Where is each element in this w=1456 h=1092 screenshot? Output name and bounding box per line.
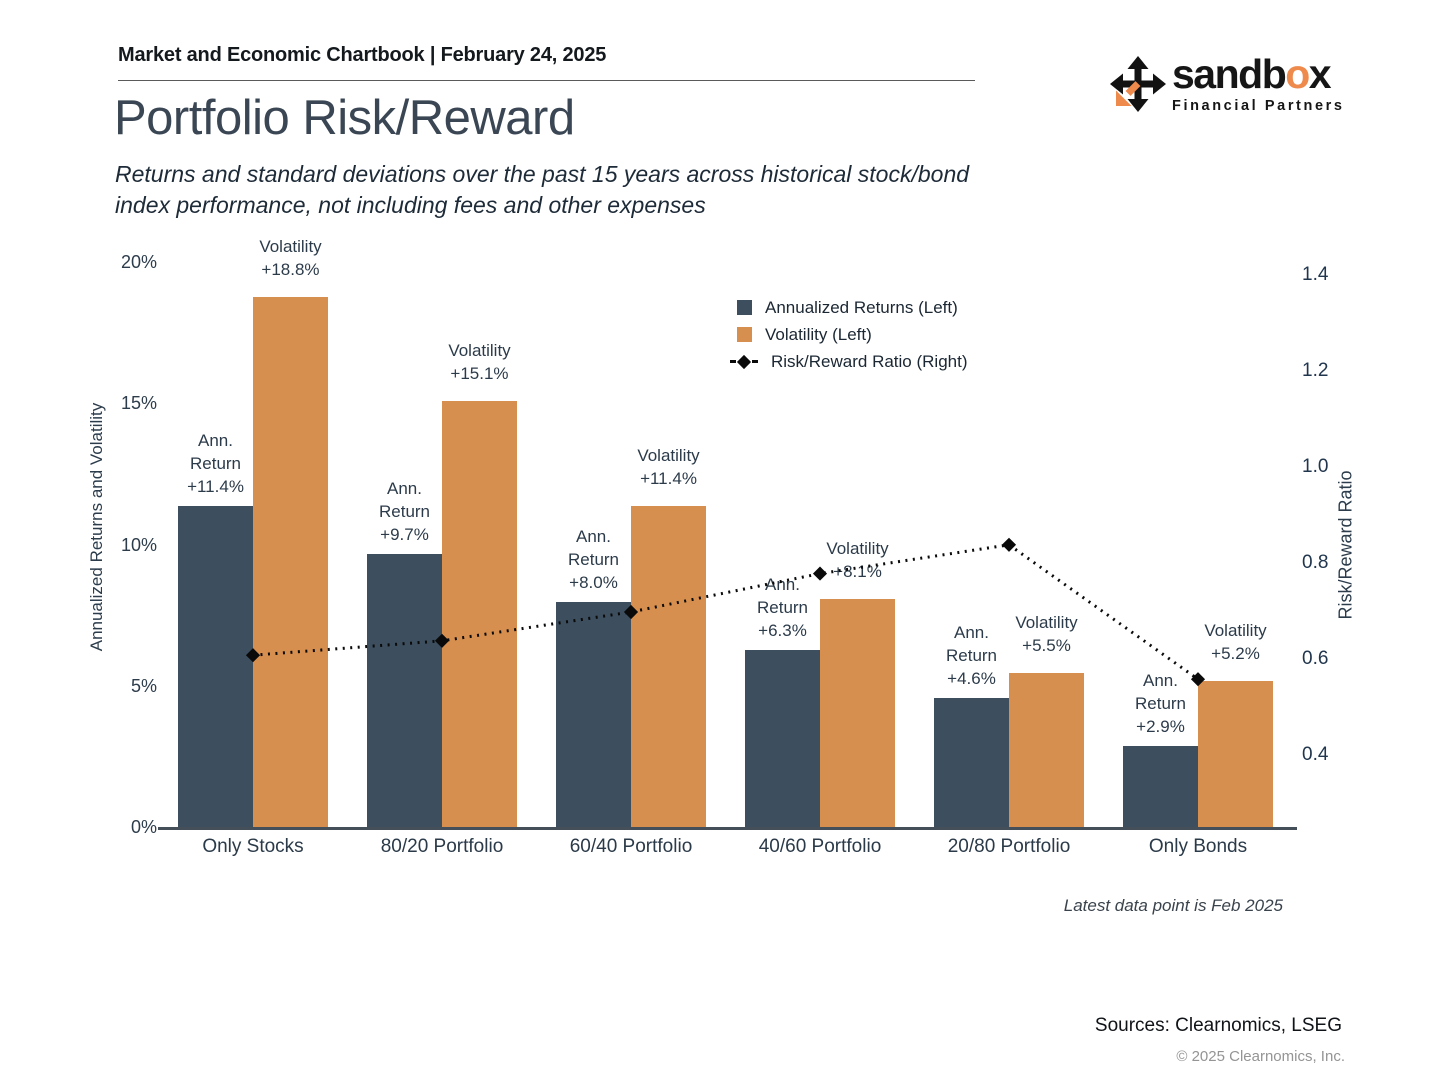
bar-volatility <box>442 401 517 828</box>
volatility-value-label: Volatility +11.4% <box>637 446 700 488</box>
legend-label: Annualized Returns (Left) <box>765 297 958 317</box>
subtitle-line-1: Returns and standard deviations over the… <box>115 161 970 187</box>
right-axis-tick-label: 0.4 <box>1302 744 1329 765</box>
bar-annualized-returns <box>556 602 631 828</box>
x-axis-category-label: Only Stocks <box>202 836 304 857</box>
chartbook-header: Market and Economic Chartbook | February… <box>118 44 607 66</box>
left-axis-tick-label: 20% <box>120 252 157 272</box>
right-axis-tick-label: 1.0 <box>1302 456 1329 477</box>
left-axis-title: Annualized Returns and Volatility <box>87 402 106 652</box>
subtitle-line-2: index performance, not including fees an… <box>115 192 706 218</box>
logo-wordmark: sandbox <box>1172 51 1332 97</box>
x-axis-category-label: 20/80 Portfolio <box>947 836 1071 857</box>
x-axis-category-label: 80/20 Portfolio <box>380 836 504 857</box>
bar-volatility <box>253 297 328 828</box>
volatility-value-label: Volatility +8.1% <box>826 539 889 581</box>
x-axis-line <box>158 827 1297 830</box>
annualized-return-value-label: Ann. Return +6.3% <box>756 575 809 640</box>
right-axis-title: Risk/Reward Ratio <box>1335 470 1356 620</box>
left-axis-tick-label: 15% <box>120 393 157 414</box>
bar-volatility <box>1009 673 1084 828</box>
bar-annualized-returns <box>934 698 1009 828</box>
annualized-return-value-label: Ann. Return +8.0% <box>567 527 620 592</box>
left-axis-tick-label: 10% <box>120 534 157 555</box>
x-axis-category-label: 40/60 Portfolio <box>758 836 882 857</box>
dashed-diamond-marker-icon <box>730 354 758 369</box>
right-axis-tick-label: 0.6 <box>1302 648 1329 669</box>
volatility-value-label: Volatility +5.2% <box>1204 621 1267 663</box>
bar-annualized-returns <box>367 554 442 828</box>
right-axis-tick-label: 0.8 <box>1302 552 1329 573</box>
logo-tagline: Financial Partners <box>1172 98 1345 115</box>
volatility-value-label: Volatility +18.8% <box>259 237 322 279</box>
bar-volatility <box>1198 681 1273 828</box>
volatility-value-label: Volatility +15.1% <box>448 341 511 383</box>
legend-label: Volatility (Left) <box>765 324 872 344</box>
header-divider <box>118 80 975 81</box>
bar-annualized-returns <box>1123 746 1198 828</box>
logo-orange-o: o <box>1285 51 1310 97</box>
legend-item-annualized-returns: Annualized Returns (Left) <box>737 294 968 321</box>
copyright-note: © 2025 Clearnomics, Inc. <box>1176 1048 1345 1065</box>
volatility-value-label: Volatility +5.5% <box>1015 613 1078 655</box>
annualized-return-value-label: Ann. Return +9.7% <box>378 479 431 544</box>
x-axis-category-label: Only Bonds <box>1148 836 1248 857</box>
chart-legend: Annualized Returns (Left) Volatility (Le… <box>730 294 968 375</box>
annualized-return-value-label: Ann. Return +2.9% <box>1134 671 1187 736</box>
logo-text: sandbox Financial Partners <box>1172 51 1345 115</box>
company-logo: sandbox Financial Partners <box>1108 51 1345 119</box>
legend-item-volatility: Volatility (Left) <box>737 321 968 348</box>
legend-item-risk-reward: Risk/Reward Ratio (Right) <box>730 348 968 375</box>
x-axis-category-label: 60/40 Portfolio <box>569 836 693 857</box>
legend-label: Risk/Reward Ratio (Right) <box>771 351 968 371</box>
annualized-return-value-label: Ann. Return +11.4% <box>187 431 244 496</box>
left-axis-tick-label: 5% <box>130 675 157 696</box>
sources-note: Sources: Clearnomics, LSEG <box>1094 1015 1342 1036</box>
annualized-returns-swatch <box>737 300 752 315</box>
volatility-swatch <box>737 327 752 342</box>
bar-annualized-returns <box>178 506 253 828</box>
page-title: Portfolio Risk/Reward <box>114 91 575 145</box>
left-axis-tick-label: 0% <box>130 817 157 837</box>
latest-data-note: Latest data point is Feb 2025 <box>1063 896 1283 915</box>
right-axis-tick-label: 1.4 <box>1302 264 1329 285</box>
right-axis-tick-label: 1.2 <box>1302 360 1329 381</box>
move-arrows-icon <box>1108 52 1168 119</box>
bar-annualized-returns <box>745 650 820 828</box>
